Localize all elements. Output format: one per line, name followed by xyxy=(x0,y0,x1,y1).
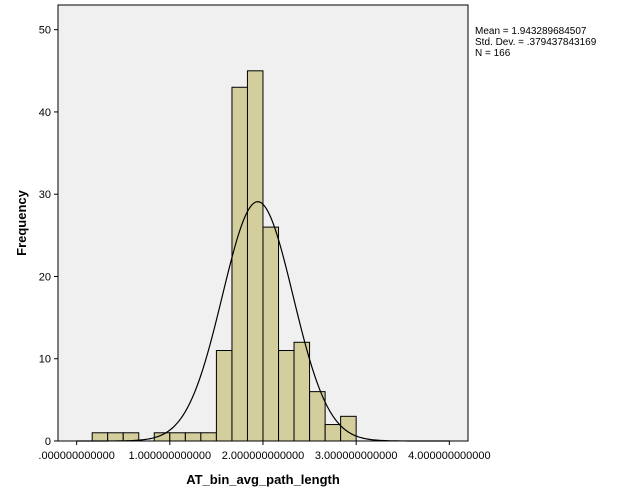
histogram-bar xyxy=(324,424,342,442)
x-tick-label: 3.000000000000 xyxy=(315,450,398,462)
histogram-bar xyxy=(169,432,186,442)
histogram-bar xyxy=(107,432,124,442)
histogram-bar xyxy=(246,70,264,442)
y-tick-label: 30 xyxy=(39,189,51,201)
x-tick-label: 1.000000000000 xyxy=(129,450,212,462)
histogram-bar xyxy=(200,432,217,442)
histogram-bar xyxy=(231,86,249,442)
histogram-bar xyxy=(215,350,233,442)
histogram-bar xyxy=(91,432,109,442)
normal-curve xyxy=(76,201,450,442)
stats-n: N = 166 xyxy=(475,48,511,59)
histogram-bar xyxy=(184,432,202,442)
x-tick-label: .000000000000 xyxy=(38,450,114,462)
y-tick-label: 20 xyxy=(39,271,51,283)
x-tick-label: 4.000000000000 xyxy=(408,450,491,462)
stats-mean: Mean = 1.943289684507 xyxy=(475,26,587,37)
histogram-bar xyxy=(293,341,311,442)
y-axis-title: Frequency xyxy=(14,189,29,256)
bars-group xyxy=(91,70,357,442)
x-axis: .000000000000 1.000000000000 2.00000000000… xyxy=(38,441,491,462)
y-axis: 0 10 20 30 40 50 xyxy=(39,25,58,448)
histogram-bar xyxy=(309,391,326,442)
x-tick-label: 2.000000000000 xyxy=(222,450,305,462)
histogram-bar xyxy=(278,350,295,442)
y-tick-label: 0 xyxy=(45,436,51,448)
histogram-bar xyxy=(262,226,280,442)
x-axis-title: AT_bin_avg_path_length xyxy=(186,472,340,487)
y-tick-label: 40 xyxy=(39,107,51,119)
y-tick-label: 10 xyxy=(39,354,51,366)
y-tick-label: 50 xyxy=(39,25,51,37)
stats-legend: Mean = 1.943289684507 Std. Dev. = .37943… xyxy=(475,26,596,59)
stats-std-dev: Std. Dev. = .379437843169 xyxy=(475,37,597,48)
